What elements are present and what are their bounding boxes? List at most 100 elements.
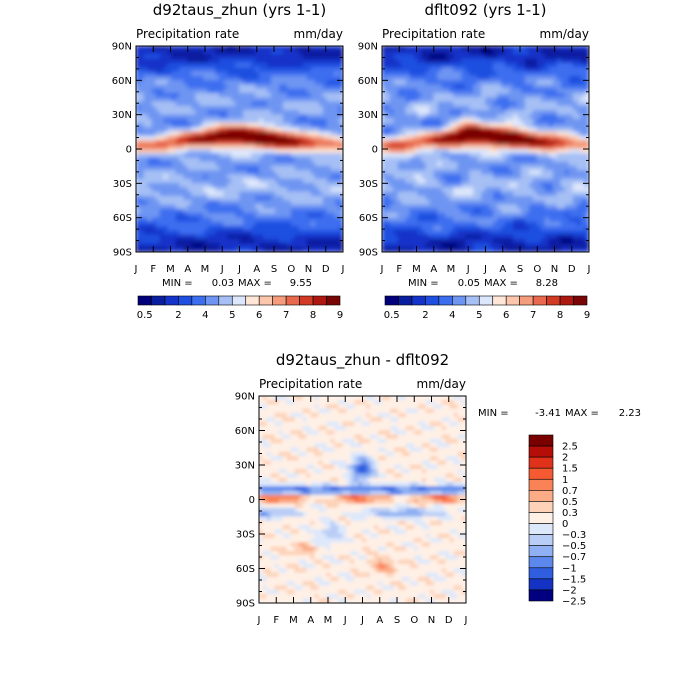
field-cell — [215, 208, 220, 214]
field-cell — [501, 178, 506, 184]
field-cell — [275, 195, 280, 201]
field-cell — [267, 110, 272, 115]
field-cell — [433, 204, 439, 210]
field-cell — [243, 105, 248, 111]
field-cell — [525, 204, 530, 210]
field-cell — [338, 80, 343, 85]
field-cell — [147, 75, 153, 81]
field-cell — [556, 195, 562, 201]
field-cell — [219, 161, 224, 167]
field-cell — [215, 135, 220, 141]
field-cell — [449, 161, 454, 167]
field-cell — [195, 183, 200, 188]
field-cell — [334, 88, 340, 94]
colorbar-swatch — [245, 295, 260, 306]
field-cell — [409, 140, 415, 146]
field-cell — [227, 243, 232, 249]
field-cell — [509, 170, 514, 176]
field-cell — [457, 114, 462, 120]
field-cell — [279, 243, 284, 249]
field-cell — [235, 165, 240, 171]
field-cell — [338, 127, 343, 133]
field-cell — [556, 127, 562, 133]
field-cell — [425, 92, 431, 98]
field-cell — [251, 174, 256, 180]
field-cell — [536, 110, 542, 115]
field-cell — [251, 152, 256, 158]
field-cell — [564, 204, 570, 210]
field-cell — [525, 217, 530, 223]
field-cell — [477, 49, 482, 55]
field-cell — [382, 92, 387, 98]
field-cell — [469, 213, 474, 218]
field-cell — [203, 200, 208, 206]
field-cell — [441, 71, 446, 77]
field-cell — [167, 110, 173, 115]
field-cell — [139, 135, 145, 141]
field-cell — [147, 213, 153, 218]
field-cell — [477, 144, 482, 150]
field-cell — [286, 204, 292, 210]
field-cell — [139, 238, 145, 244]
field-cell — [572, 84, 578, 90]
field-cell — [219, 80, 224, 85]
field-cell — [314, 213, 320, 218]
field-cell — [421, 208, 427, 214]
field-cell — [489, 114, 494, 120]
field-cell — [556, 234, 562, 240]
field-cell — [251, 118, 256, 124]
field-cell — [203, 110, 208, 115]
field-cell — [318, 92, 324, 98]
field-cell — [147, 54, 153, 60]
field-cell — [485, 67, 490, 73]
field-cell — [179, 152, 185, 158]
field-cell — [255, 80, 260, 85]
field-cell — [405, 208, 411, 214]
field-cell — [489, 62, 494, 68]
field-cell — [171, 247, 177, 252]
field-cell — [517, 213, 522, 218]
field-cell — [525, 230, 530, 236]
field-cell — [540, 88, 546, 94]
field-cell — [259, 62, 264, 68]
field-cell — [183, 71, 189, 77]
field-cell — [151, 118, 157, 124]
field-cell — [179, 217, 185, 223]
field-cell — [211, 191, 216, 197]
field-cell — [382, 54, 387, 60]
field-cell — [290, 122, 296, 128]
field-cell — [505, 110, 510, 115]
field-cell — [417, 110, 423, 115]
field-cell — [417, 114, 423, 120]
field-cell — [318, 208, 324, 214]
field-cell — [155, 221, 161, 227]
field-cell — [409, 170, 415, 176]
field-cell — [294, 183, 300, 188]
field-cell — [294, 200, 300, 206]
field-cell — [485, 92, 490, 98]
field-cell — [302, 58, 308, 64]
field-cell — [163, 183, 169, 188]
field-cell — [259, 110, 264, 115]
field-cell — [509, 118, 514, 124]
field-cell — [528, 88, 534, 94]
field-cell — [449, 217, 454, 223]
field-cell — [251, 165, 256, 171]
field-cell — [322, 217, 328, 223]
field-cell — [560, 243, 566, 249]
field-cell — [397, 165, 403, 171]
field-cell — [389, 161, 395, 167]
field-cell — [183, 46, 189, 51]
field-cell — [473, 101, 478, 107]
field-cell — [247, 183, 252, 188]
field-cell — [477, 174, 482, 180]
field-cell — [489, 140, 494, 146]
field-cell — [211, 144, 216, 150]
field-cell — [136, 46, 141, 51]
field-cell — [326, 213, 332, 218]
field-cell — [219, 230, 224, 236]
field-cell — [489, 88, 494, 94]
field-cell — [485, 213, 490, 218]
field-cell — [167, 247, 173, 252]
field-cell — [425, 58, 431, 64]
